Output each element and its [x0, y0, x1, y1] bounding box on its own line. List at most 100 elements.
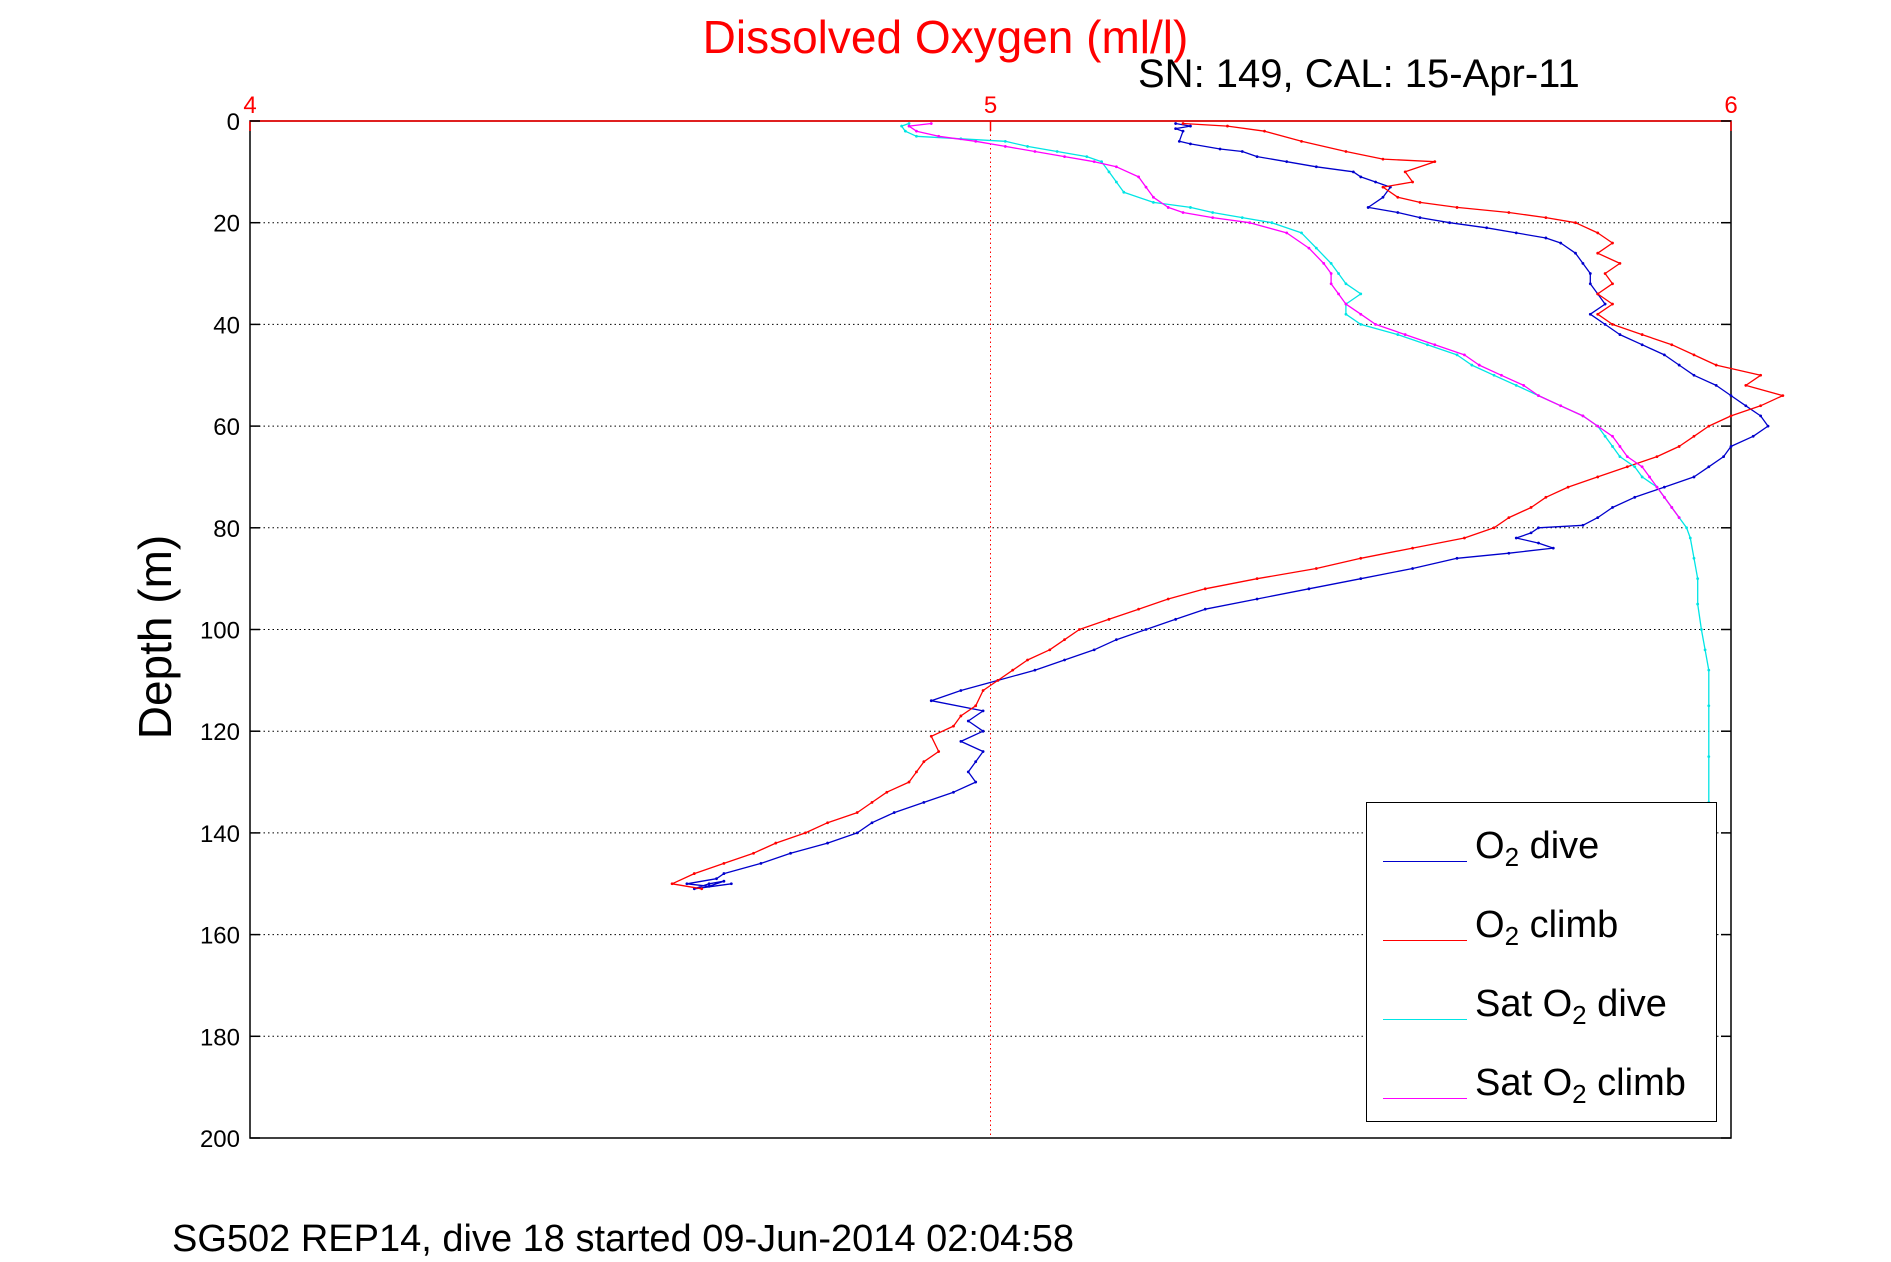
- data-point: [1507, 516, 1511, 520]
- legend-label: Sat O2 dive: [1475, 983, 1667, 1030]
- data-point: [1692, 434, 1696, 438]
- data-point: [1011, 668, 1015, 672]
- data-point: [1707, 755, 1711, 759]
- y-tick-label: 60: [213, 414, 240, 441]
- data-point: [1381, 157, 1385, 161]
- x-tick-label: 5: [984, 92, 997, 119]
- data-point: [981, 689, 985, 692]
- chart-subtitle: SN: 149, CAL: 15-Apr-11: [1138, 52, 1580, 96]
- legend-swatch: [1383, 1098, 1467, 1099]
- data-point: [1699, 628, 1703, 631]
- data-point: [1707, 465, 1711, 469]
- data-point: [1463, 353, 1466, 357]
- data-point: [1559, 241, 1563, 245]
- data-point: [1692, 556, 1696, 560]
- data-point: [1714, 363, 1718, 367]
- data-point: [996, 678, 1000, 682]
- data-point: [1359, 577, 1363, 581]
- data-point: [907, 124, 911, 128]
- data-point: [1625, 455, 1629, 459]
- data-point: [1189, 206, 1192, 209]
- data-point: [1307, 587, 1311, 591]
- data-point: [1359, 323, 1363, 326]
- data-point: [1603, 323, 1607, 326]
- data-point: [789, 851, 792, 855]
- data-point: [1703, 648, 1707, 652]
- data-point: [981, 750, 985, 753]
- data-point: [870, 821, 874, 825]
- data-point: [1744, 404, 1748, 408]
- data-point: [1529, 531, 1533, 535]
- data-point: [952, 790, 955, 794]
- data-point: [1152, 200, 1155, 204]
- data-point: [1226, 124, 1229, 128]
- data-point: [1270, 221, 1274, 225]
- data-point: [1063, 638, 1066, 642]
- data-point: [1507, 551, 1511, 555]
- data-point: [1211, 216, 1215, 220]
- data-point: [1696, 577, 1700, 581]
- data-point: [1085, 155, 1089, 158]
- data-point: [1662, 495, 1666, 499]
- data-point: [1603, 302, 1607, 306]
- data-point: [1618, 333, 1622, 336]
- data-point: [1114, 180, 1118, 184]
- y-axis-label: Depth (m): [129, 534, 181, 740]
- data-point: [1596, 292, 1600, 296]
- data-point: [1633, 465, 1637, 469]
- data-point: [1640, 343, 1644, 347]
- data-point: [1425, 343, 1429, 347]
- legend-label: O2 climb: [1475, 904, 1619, 951]
- data-point: [1640, 475, 1644, 479]
- data-point: [1633, 495, 1637, 499]
- data-point: [1181, 211, 1185, 214]
- data-point: [855, 811, 859, 814]
- legend-label: Sat O2 climb: [1475, 1062, 1686, 1109]
- data-point: [1359, 312, 1363, 316]
- data-point: [1100, 160, 1103, 164]
- data-point: [1285, 160, 1289, 164]
- chart-title: Dissolved Oxygen (ml/l): [702, 11, 1189, 63]
- data-point: [1696, 602, 1700, 606]
- y-axis-ticks: 0 20 40 60 80 100 120 140 160 180 200: [200, 109, 1731, 1153]
- data-point: [1300, 139, 1303, 143]
- data-point: [1485, 226, 1489, 230]
- data-point: [900, 124, 904, 128]
- data-point: [1611, 241, 1614, 245]
- data-point: [1211, 211, 1215, 214]
- data-point: [1063, 658, 1066, 662]
- data-point: [1144, 185, 1148, 189]
- data-point: [722, 862, 726, 865]
- data-point: [1381, 185, 1385, 189]
- data-point: [1396, 333, 1400, 336]
- data-point: [1692, 475, 1696, 479]
- data-point: [1166, 206, 1170, 209]
- legend-swatch: [1383, 1019, 1467, 1020]
- data-series: [670, 122, 1785, 891]
- data-point: [1581, 523, 1585, 527]
- series-line-4: [908, 122, 1680, 518]
- data-point: [855, 831, 859, 835]
- data-point: [1596, 424, 1600, 428]
- data-point: [1581, 261, 1585, 265]
- data-point: [1177, 139, 1181, 143]
- data-point: [1596, 251, 1600, 255]
- data-point: [1574, 251, 1577, 255]
- data-point: [774, 841, 778, 845]
- data-point: [915, 129, 918, 133]
- data-point: [1618, 261, 1622, 265]
- series-markers-4: [907, 122, 1681, 520]
- data-point: [700, 887, 704, 891]
- data-point: [1670, 343, 1674, 347]
- data-point: [1337, 292, 1340, 296]
- data-point: [729, 882, 733, 886]
- legend: O2 dive O2 climb Sat O2 dive Sat O2 climb: [1366, 802, 1717, 1122]
- series-markers-1: [685, 122, 1770, 891]
- data-point: [1240, 150, 1244, 153]
- data-point: [1359, 175, 1363, 179]
- data-point: [722, 879, 726, 883]
- data-point: [1396, 211, 1400, 214]
- data-point: [1033, 668, 1037, 672]
- data-point: [715, 877, 718, 881]
- data-point: [1300, 231, 1303, 235]
